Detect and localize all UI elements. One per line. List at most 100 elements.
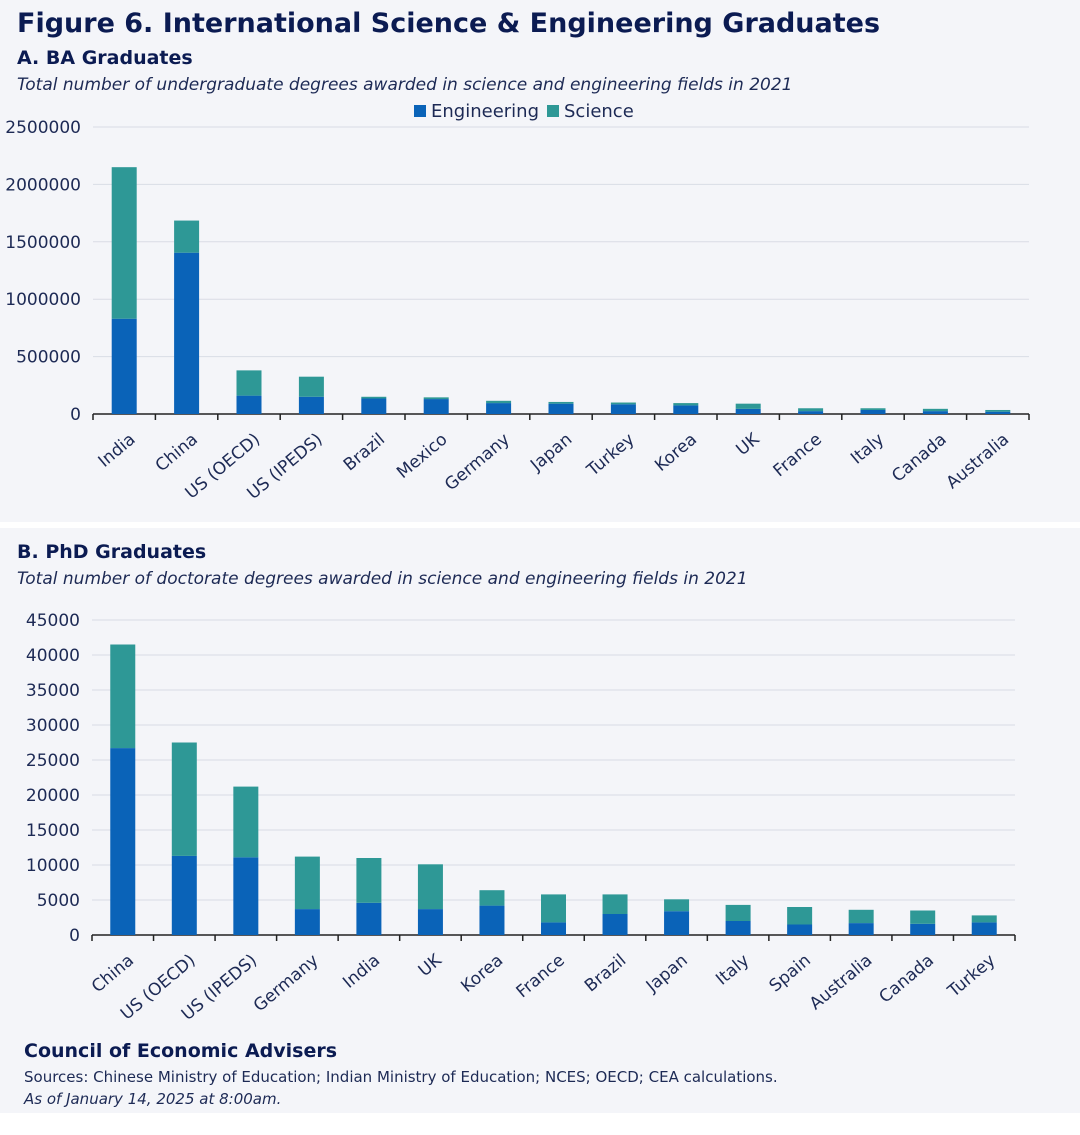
phd-ytick-label: 10000 [26,856,80,876]
ba-bar-science-china [174,220,200,253]
ba-bar-engineering-us-ipeds [298,396,324,414]
phd-graduates-chart: 0 5000 10000 15000 20000 25000 30000 35000 40000… [26,611,1016,1025]
ba-category-label-india: India [95,430,140,472]
legend-item-science: Science [547,101,634,122]
ba-category-label-france: France [770,430,826,482]
legend-swatch-engineering [414,105,426,117]
ba-bar-engineering-brazil [361,398,387,414]
ba-category-label-uk: UK [732,429,764,460]
phd-category-label-japan: Japan [642,951,692,997]
phd-bar-science-france [541,894,566,923]
ba-category-label-china: China [152,430,202,477]
phd-bar-science-spain [787,907,813,925]
phd-bar-science-australia [848,909,874,924]
ba-bar-engineering-uk [735,408,761,414]
ba-category-label-canada: Canada [888,430,950,487]
chart-legend: Engineering Science [414,100,642,122]
ba-ytick-label: 0 [70,405,81,425]
phd-chart-subtitle: Total number of doctorate degrees awarde… [17,569,748,589]
phd-bar-engineering-turkey [971,922,997,935]
phd-bar-science-canada [910,910,936,924]
phd-bar-engineering-us-ipeds [233,857,259,935]
legend-swatch-science [547,105,559,117]
phd-category-label-canada: Canada [875,951,937,1008]
phd-bar-engineering-china [110,748,136,935]
phd-bar-engineering-spain [787,924,813,935]
ba-bar-science-france [798,408,824,412]
phd-category-label-turkey: Turkey [943,951,999,1003]
footer-date: As of January 14, 2025 at 8:00am. [24,1090,282,1108]
panel-phd-graduates: B. PhD Graduates Total number of doctora… [0,528,1080,1113]
phd-bar-science-italy [725,904,751,921]
ba-bar-engineering-us-oecd [236,395,262,414]
phd-category-label-australia: Australia [806,951,876,1015]
phd-category-label-germany: Germany [250,951,323,1017]
ba-ytick-label: 2000000 [5,175,81,195]
ba-bar-science-mexico [423,397,449,400]
ba-bar-science-brazil [361,396,387,399]
ba-category-label-japan: Japan [526,430,576,476]
phd-bar-engineering-canada [910,923,936,935]
phd-bar-science-uk [417,864,443,910]
phd-ytick-label: 15000 [26,821,80,841]
ba-bar-engineering-china [174,252,200,414]
phd-category-label-india: India [339,951,384,993]
phd-bar-engineering-india [356,902,382,935]
ba-category-label-australia: Australia [943,430,1013,494]
ba-bar-engineering-korea [673,405,699,414]
phd-bar-engineering-us-oecd [171,855,197,935]
ba-graduates-chart: 0 500000 1000000 1500000 2000000 2500000 India… [5,118,1030,504]
figure-title: Figure 6. International Science & Engine… [17,8,881,39]
phd-bar-science-india [356,858,382,903]
panel-ba-graduates: Figure 6. International Science & Engine… [0,0,1080,522]
ba-category-label-brazil: Brazil [340,430,389,476]
ba-bar-science-us-ipeds [298,376,324,397]
phd-bar-engineering-germany [294,909,320,935]
ba-bar-engineering-india [111,318,137,414]
ba-bar-science-japan [548,401,574,404]
ba-bar-science-uk [735,403,761,409]
phd-bar-engineering-australia [848,923,874,935]
ba-ytick-label: 1000000 [5,290,81,310]
phd-category-label-brazil: Brazil [581,951,630,997]
ba-bar-science-canada [922,408,948,412]
footer-sources: Sources: Chinese Ministry of Education; … [24,1068,778,1086]
ba-bar-engineering-germany [486,403,512,414]
ba-bar-science-korea [673,403,699,406]
ba-chart-subtitle: Total number of undergraduate degrees aw… [17,75,793,95]
phd-category-label-spain: Spain [766,951,815,997]
ba-bar-science-italy [860,408,886,410]
phd-bar-science-korea [479,890,505,906]
ba-ytick-label: 2500000 [5,118,81,138]
ba-category-label-mexico: Mexico [393,430,451,483]
phd-bar-science-us-ipeds [233,786,259,858]
phd-ytick-label: 40000 [26,646,80,666]
ba-bar-engineering-canada [922,411,948,414]
phd-bar-science-japan [664,899,690,912]
ba-bar-science-india [111,167,137,319]
phd-bar-engineering-japan [664,911,690,935]
phd-ytick-label: 5000 [37,891,80,911]
phd-bar-science-china [110,644,136,749]
phd-bar-science-us-oecd [171,742,197,856]
ba-bar-science-turkey [610,402,636,405]
ba-bar-engineering-italy [860,409,886,414]
phd-bar-science-germany [294,856,320,910]
phd-bar-engineering-uk [417,909,443,935]
phd-ytick-label: 30000 [26,716,80,736]
ba-category-label-germany: Germany [441,430,514,496]
ba-bar-engineering-turkey [610,404,636,414]
legend-label-engineering: Engineering [431,100,539,122]
phd-ytick-label: 0 [69,926,80,946]
ba-category-label-italy: Italy [847,430,888,469]
ba-category-label-korea: Korea [651,430,701,476]
phd-category-label-italy: Italy [712,951,753,990]
ba-bar-engineering-france [798,411,824,414]
phd-bar-science-turkey [971,915,997,923]
phd-chart-title: B. PhD Graduates [17,541,207,563]
ba-bar-engineering-mexico [423,399,449,414]
ba-category-label-turkey: Turkey [583,430,639,482]
phd-bar-engineering-korea [479,905,505,935]
phd-bar-engineering-france [541,922,566,935]
phd-bar-engineering-brazil [602,914,628,935]
